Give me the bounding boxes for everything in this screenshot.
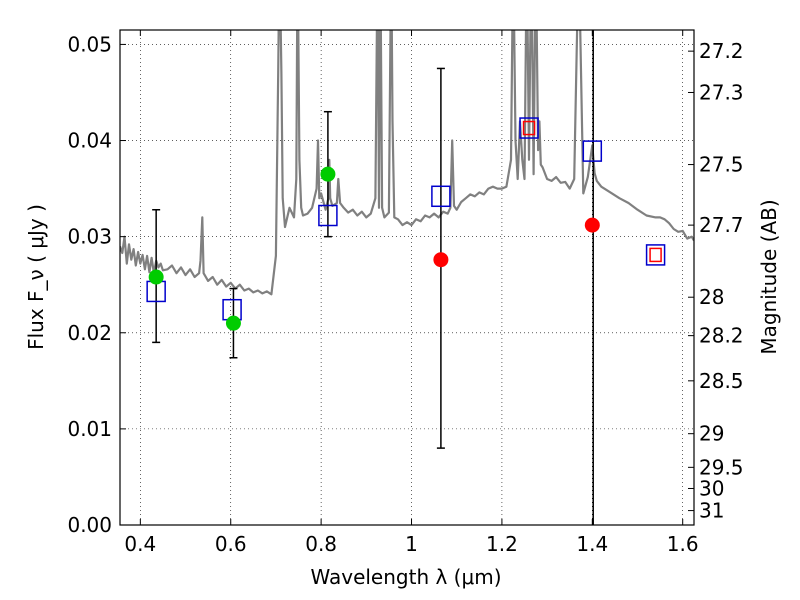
right-axis-label: Magnitude (AB) (757, 199, 781, 354)
red-square-point (522, 120, 536, 136)
right-tick-label: 28.2 (699, 324, 744, 348)
right-tick-label: 29 (699, 422, 724, 446)
spectrum-line (120, 30, 694, 296)
model-point (519, 117, 539, 139)
right-tick-label: 31 (699, 499, 724, 523)
y-tick-label: 0.00 (67, 513, 112, 537)
x-tick-label: 1.2 (486, 532, 518, 556)
green-detection-point (225, 315, 241, 331)
x-tick-label: 0.4 (124, 532, 156, 556)
x-tick-label: 1 (405, 532, 418, 556)
right-tick-label: 27.5 (699, 153, 744, 177)
right-tick-label: 29.5 (699, 455, 744, 479)
plot-area (120, 30, 694, 525)
right-tick-label: 27.3 (699, 80, 744, 104)
y-axis-label: Flux F_ν ( μJy ) (24, 204, 48, 350)
green-detection-point (148, 269, 164, 285)
model-point (431, 185, 451, 208)
red-square-point (649, 247, 662, 263)
x-tick-label: 1.6 (667, 532, 699, 556)
right-tick-label: 28.5 (699, 369, 744, 393)
right-tick-label: 28 (699, 285, 724, 309)
red-detection-point (433, 252, 449, 268)
y-tick-label: 0.03 (67, 225, 112, 249)
right-tick-label: 27.7 (699, 213, 744, 237)
red-detection-point (584, 217, 600, 233)
x-tick-label: 0.8 (305, 532, 337, 556)
right-tick-label: 30 (699, 476, 724, 500)
model-point (318, 204, 338, 227)
grid-lines (120, 30, 694, 526)
model-point (645, 244, 666, 266)
y-tick-label: 0.01 (67, 417, 112, 441)
model-point (582, 140, 603, 162)
green-detection-point (320, 166, 336, 182)
y-tick-label: 0.02 (67, 321, 112, 345)
x-tick-label: 0.6 (215, 532, 247, 556)
right-tick-label: 27.2 (699, 39, 744, 63)
x-axis-label: Wavelength λ (μm) (310, 565, 501, 589)
axis-ticks: 0.4 0.6 0.8 1 1.2 1.4 1.6 0.00 0.01 0.02 0.03 0.04 0… (67, 30, 744, 556)
y-tick-label: 0.04 (67, 129, 112, 153)
y-tick-label: 0.05 (67, 32, 112, 56)
x-tick-label: 1.4 (576, 532, 608, 556)
plot-frame (119, 29, 695, 526)
